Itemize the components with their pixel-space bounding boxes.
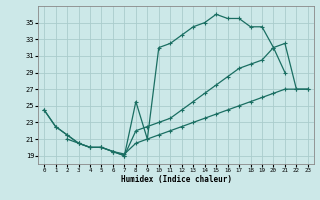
X-axis label: Humidex (Indice chaleur): Humidex (Indice chaleur) [121, 175, 231, 184]
